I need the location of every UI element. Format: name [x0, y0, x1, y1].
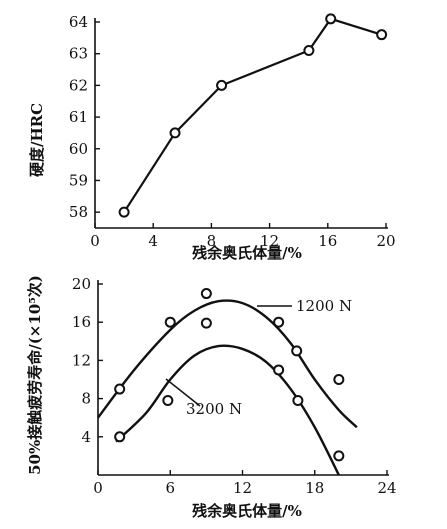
fatigue-y-tick-label: 8 — [81, 390, 91, 408]
data-point-3200n — [273, 364, 285, 376]
chart-hardness-x-axis-label: 残余奥氏体量/% — [192, 244, 302, 262]
data-point-3200n — [292, 395, 304, 407]
hardness-data-point — [376, 29, 388, 41]
chart-hardness-lines — [123, 17, 382, 213]
chart-fatigue-fit-curves — [97, 299, 358, 476]
hardness-data-point — [303, 45, 315, 57]
hardness-y-tick-label: 59 — [69, 171, 88, 189]
hardness-y-tick-label: 62 — [69, 76, 88, 94]
fatigue-y-tick-label: 16 — [72, 313, 91, 331]
fit-curve-3200n — [115, 344, 340, 476]
chart-fatigue-points — [114, 288, 345, 462]
chart-hardness-y-axis-label: 硬度/HRC — [28, 103, 46, 177]
series-label-3200n: 3200 N — [186, 400, 242, 418]
fatigue-x-tick-label: 24 — [377, 479, 396, 497]
hardness-y-tick-label: 61 — [69, 108, 88, 126]
chart-fatigue-y-axis-label: 50%接触疲劳寿命/(×10⁵次) — [26, 275, 44, 475]
hardness-x-tick-label: 20 — [376, 232, 395, 250]
hardness-data-point — [325, 13, 337, 25]
data-point-1200n — [291, 345, 303, 357]
hardness-y-tick-label: 63 — [69, 45, 88, 63]
chart-fatigue-tick-labels: 0 6 12 18 24 4 8 12 16 20 — [72, 275, 397, 497]
series-label-1200n: 1200 N — [296, 297, 352, 315]
fatigue-x-tick-label: 18 — [305, 479, 324, 497]
data-point-1200n — [200, 317, 212, 329]
fatigue-x-tick-label: 0 — [93, 479, 103, 497]
data-point-1200n — [164, 316, 176, 328]
data-point-1200n — [200, 288, 212, 300]
fatigue-x-tick-label: 12 — [233, 479, 252, 497]
hardness-y-tick-label: 58 — [69, 203, 88, 221]
data-point-1200n — [333, 374, 345, 385]
series-label-leader-3200n — [165, 378, 201, 407]
hardness-data-point — [216, 79, 228, 91]
fit-curve-1200n — [97, 299, 358, 429]
hardness-x-tick-label: 12 — [260, 232, 279, 250]
chart-hardness-points — [118, 13, 388, 218]
fatigue-x-tick-label: 6 — [165, 479, 175, 497]
fatigue-y-tick-label: 12 — [72, 351, 91, 369]
hardness-x-tick-label: 0 — [90, 232, 100, 250]
hardness-data-point — [169, 127, 181, 139]
fatigue-y-tick-label: 4 — [81, 428, 91, 446]
hardness-x-tick-label: 4 — [148, 232, 158, 250]
hardness-x-tick-label: 8 — [207, 232, 217, 250]
fatigue-y-tick-label: 20 — [72, 275, 91, 293]
data-point-1200n — [114, 383, 126, 395]
hardness-series-line — [123, 17, 382, 213]
hardness-y-tick-label: 60 — [69, 140, 88, 158]
hardness-y-tick-label: 64 — [69, 13, 88, 31]
data-point-3200n — [114, 431, 126, 443]
chart-fatigue-x-axis-label: 残余奥氏体量/% — [192, 502, 302, 520]
chart-hardness-axes — [94, 18, 388, 229]
hardness-x-tick-label: 16 — [318, 232, 337, 250]
data-point-1200n — [273, 316, 285, 328]
chart-hardness: 0 4 8 12 16 20 58 59 60 61 62 63 64 残余奥氏体量/% 硬度/HRC — [28, 13, 396, 262]
chart-fatigue-axes — [97, 280, 389, 476]
data-point-3200n — [333, 450, 345, 462]
hardness-data-point — [118, 206, 130, 218]
data-point-3200n — [162, 395, 174, 407]
chart-hardness-tick-labels: 0 4 8 12 16 20 58 59 60 61 62 63 64 — [69, 13, 396, 250]
